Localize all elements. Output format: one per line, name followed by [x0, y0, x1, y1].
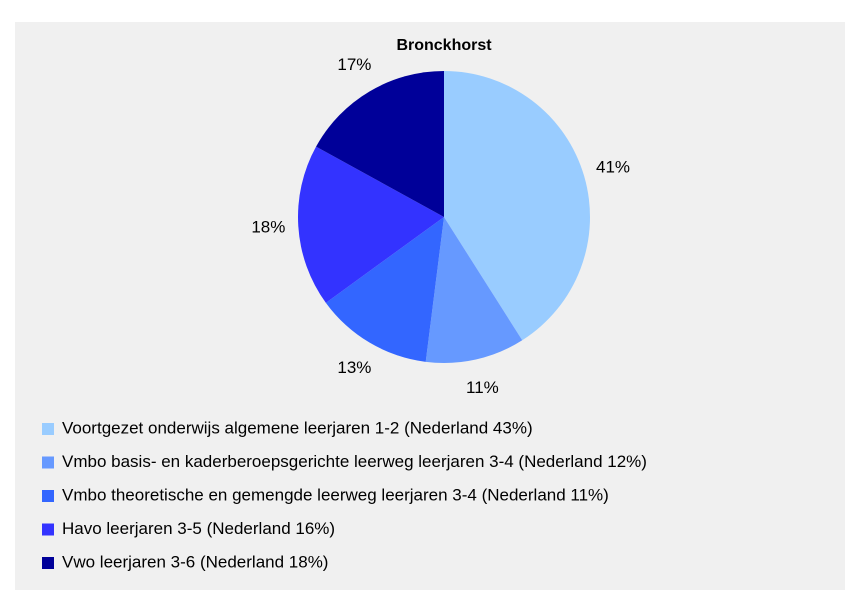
pie-slice	[425, 217, 523, 364]
chart-title: Bronckhorst	[396, 37, 492, 54]
pie-slice	[444, 71, 590, 341]
legend-label: Vmbo theoretische en gemengde leerweg le…	[62, 485, 609, 504]
legend-label: Vwo leerjaren 3-6 (Nederland 18%)	[62, 552, 328, 571]
legend-swatch	[42, 557, 54, 569]
legend-swatch	[42, 456, 54, 469]
data-label: 17%	[337, 55, 371, 74]
legend-label: Voortgezet onderwijs algemene leerjaren …	[62, 418, 533, 437]
data-label: 41%	[596, 157, 630, 176]
legend-swatch	[42, 523, 54, 536]
pie-slice	[298, 146, 444, 303]
pie-slice	[325, 217, 444, 362]
legend-label: Vmbo basis- en kaderberoepsgerichte leer…	[62, 452, 647, 471]
data-label: 13%	[337, 358, 371, 377]
legend-swatch	[42, 423, 54, 435]
data-label: 18%	[251, 218, 285, 237]
pie-slice	[316, 71, 444, 217]
data-label: 11%	[466, 378, 499, 397]
legend-swatch	[42, 490, 54, 502]
legend-label: Havo leerjaren 3-5 (Nederland 16%)	[62, 519, 335, 538]
